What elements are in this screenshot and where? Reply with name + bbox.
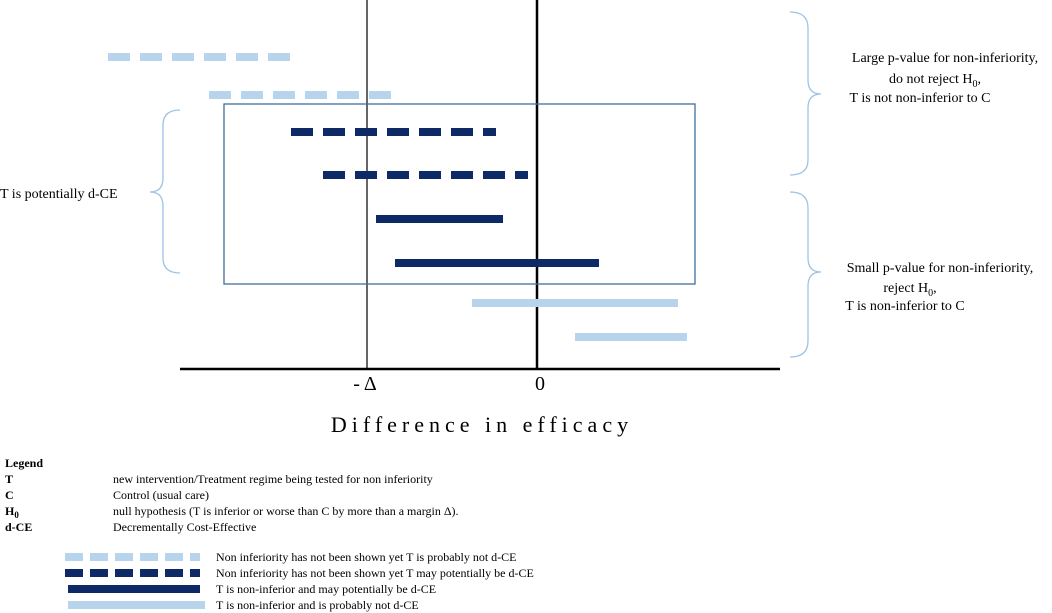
legend-key: C: [5, 488, 14, 502]
annotation-part: ,: [978, 72, 982, 87]
legend-title: Legend: [5, 456, 43, 470]
legend-key: H0: [5, 504, 19, 520]
brace: [789, 11, 822, 176]
legend-text: null hypothesis (T is inferior or worse …: [113, 504, 459, 518]
axis-label: Difference in efficacy: [331, 412, 633, 437]
annotation: do not reject H0,: [889, 72, 981, 90]
annotation-part: reject H: [883, 281, 928, 296]
legend-text: T is non-inferior and is probably not d-…: [216, 598, 419, 612]
box: [223, 103, 696, 285]
annotation: T is non-inferior to C: [845, 299, 965, 314]
legend-key: T: [5, 472, 13, 486]
tick-label: 0: [535, 373, 545, 395]
subscript: 0: [14, 510, 19, 520]
annotation: T is potentially d-CE: [0, 187, 118, 202]
brace: [149, 109, 181, 274]
legend-key-part: H: [5, 504, 15, 518]
legend-text: T is non-inferior and may potentially be…: [216, 582, 436, 596]
annotation: T is not non-inferior to C: [850, 91, 991, 106]
legend-key: d-CE: [5, 520, 32, 534]
annotation: Large p-value for non-inferiority,: [852, 51, 1038, 66]
legend-text: Control (usual care): [113, 488, 209, 502]
legend-text: Non inferiority has not been shown yet T…: [216, 566, 534, 580]
subscript: 0: [928, 288, 933, 299]
annotation-part: do not reject H: [889, 72, 973, 87]
tick-label: - Δ: [353, 373, 377, 395]
legend-text: new intervention/Treatment regime being …: [113, 472, 433, 486]
subscript: 0: [973, 79, 978, 90]
brace: [789, 191, 822, 358]
legend-text: Decrementally Cost-Effective: [113, 520, 256, 534]
annotation-part: ,: [933, 281, 937, 296]
legend-text: Non inferiority has not been shown yet T…: [216, 550, 517, 564]
annotation: Small p-value for non-inferiority,: [847, 261, 1033, 276]
annotation: reject H0,: [883, 281, 936, 299]
